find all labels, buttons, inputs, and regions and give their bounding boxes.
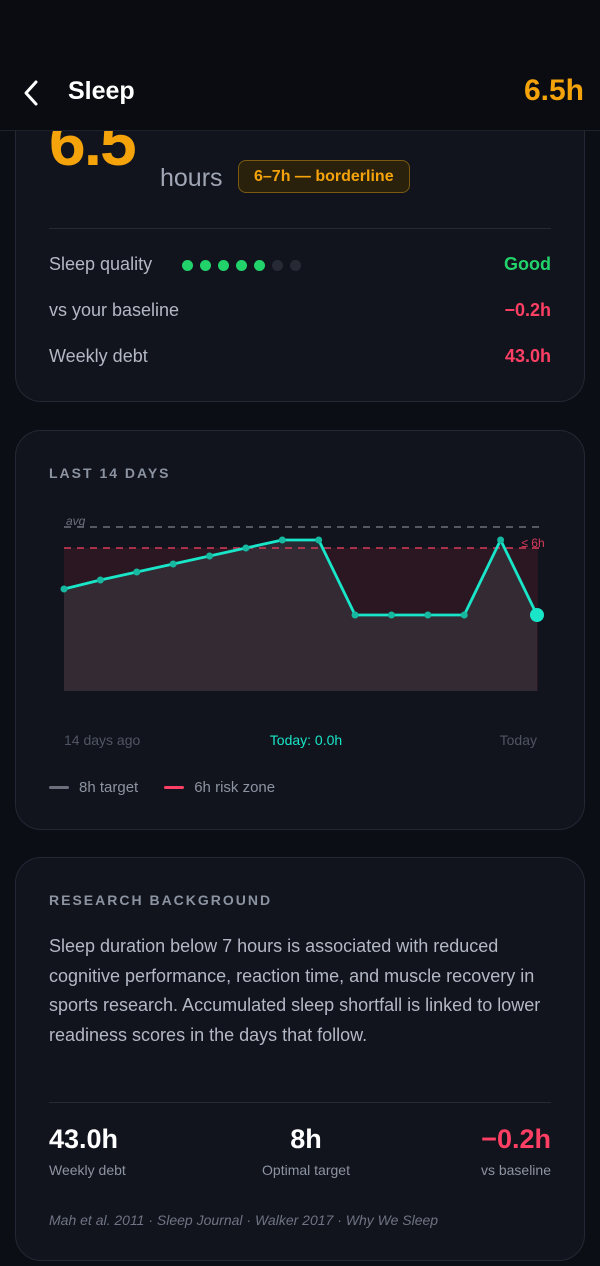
legend-risk-swatch bbox=[164, 786, 185, 789]
data-point bbox=[96, 576, 104, 584]
baseline-label: vs your baseline bbox=[49, 300, 180, 320]
reference-line-label: ≤ 6h bbox=[521, 536, 544, 550]
divider bbox=[49, 228, 551, 229]
area-fill bbox=[64, 540, 537, 691]
data-point bbox=[206, 552, 214, 560]
data-point bbox=[460, 611, 468, 619]
sleep-hours-unit: hours bbox=[160, 164, 223, 192]
sleep-quality-label: Sleep quality bbox=[49, 254, 153, 274]
back-chevron-icon[interactable] bbox=[20, 79, 44, 107]
quality-dot bbox=[218, 260, 229, 271]
data-point bbox=[242, 544, 250, 552]
app-header: Sleep 6.5h bbox=[0, 0, 600, 131]
data-point bbox=[530, 608, 544, 622]
research-text: Sleep duration below 7 hours is associat… bbox=[49, 936, 541, 1045]
stat-value: 8h bbox=[290, 1124, 322, 1154]
stat-label: Weekly debt bbox=[49, 1162, 126, 1178]
header-sleep-value: 6.5h bbox=[523, 74, 584, 107]
data-point bbox=[169, 560, 177, 568]
reference-line-label: avg bbox=[66, 514, 86, 528]
data-point bbox=[278, 536, 286, 544]
data-point bbox=[315, 536, 323, 544]
quality-dot bbox=[290, 260, 301, 271]
stat-label: vs baseline bbox=[480, 1162, 551, 1178]
x-axis-label-end: Today bbox=[500, 732, 537, 748]
stat-value: −0.2h bbox=[481, 1124, 551, 1154]
weekly-debt-label: Weekly debt bbox=[49, 346, 148, 366]
stat-value: 43.0h bbox=[49, 1124, 119, 1154]
data-point bbox=[60, 585, 68, 593]
data-point bbox=[351, 611, 359, 619]
weekly-debt-value: 43.0h bbox=[504, 346, 551, 366]
legend-target-label: 8h target bbox=[79, 779, 139, 796]
data-point bbox=[133, 568, 141, 576]
sleep-quality-dots bbox=[182, 260, 301, 271]
page-title: Sleep bbox=[68, 77, 135, 105]
data-point bbox=[497, 536, 505, 544]
quality-dot bbox=[236, 260, 247, 271]
chart-legend: 8h target 6h risk zone bbox=[49, 779, 275, 796]
research-title: RESEARCH BACKGROUND bbox=[49, 892, 273, 908]
stat-optimal-target: 8h Optimal target bbox=[226, 1124, 386, 1178]
legend-risk-label: 6h risk zone bbox=[194, 779, 276, 796]
sleep-line-chart: avg ≤ 6h 14 days ago Today: 0.0h Today bbox=[60, 514, 545, 748]
chart-title: LAST 14 DAYS bbox=[49, 465, 171, 481]
quality-dot bbox=[200, 260, 211, 271]
sleep-quality-value: Good bbox=[504, 254, 551, 274]
legend-risk: 6h risk zone bbox=[164, 779, 275, 796]
quality-dot bbox=[182, 260, 193, 271]
stat-weekly-debt: 43.0h Weekly debt bbox=[49, 1124, 126, 1178]
legend-target: 8h target bbox=[49, 779, 138, 796]
data-point bbox=[424, 611, 432, 619]
baseline-value: −0.2h bbox=[504, 300, 551, 320]
series-line bbox=[63, 538, 539, 617]
status-badge: 6–7h — borderline bbox=[238, 160, 410, 193]
summary-card: 6.5 hours 6–7h — borderline Sleep qualit… bbox=[15, 90, 585, 402]
quality-dot bbox=[272, 260, 283, 271]
stat-vs-baseline: −0.2h vs baseline bbox=[481, 1124, 551, 1178]
divider bbox=[49, 1102, 551, 1103]
x-axis-label-current: Today: 0.0h bbox=[270, 732, 342, 748]
research-card: RESEARCH BACKGROUND Sleep duration below… bbox=[15, 857, 585, 1261]
references: Mah et al. 2011 · Sleep Journal · Walker… bbox=[49, 1212, 439, 1228]
legend-target-swatch bbox=[49, 786, 69, 789]
stat-label: Optimal target bbox=[262, 1162, 350, 1178]
quality-dot bbox=[254, 260, 265, 271]
sleep-history-card: LAST 14 DAYS avg ≤ 6h 14 days ago Today: 0.… bbox=[15, 430, 585, 830]
x-axis-label-start: 14 days ago bbox=[64, 732, 140, 748]
data-point bbox=[387, 611, 395, 619]
